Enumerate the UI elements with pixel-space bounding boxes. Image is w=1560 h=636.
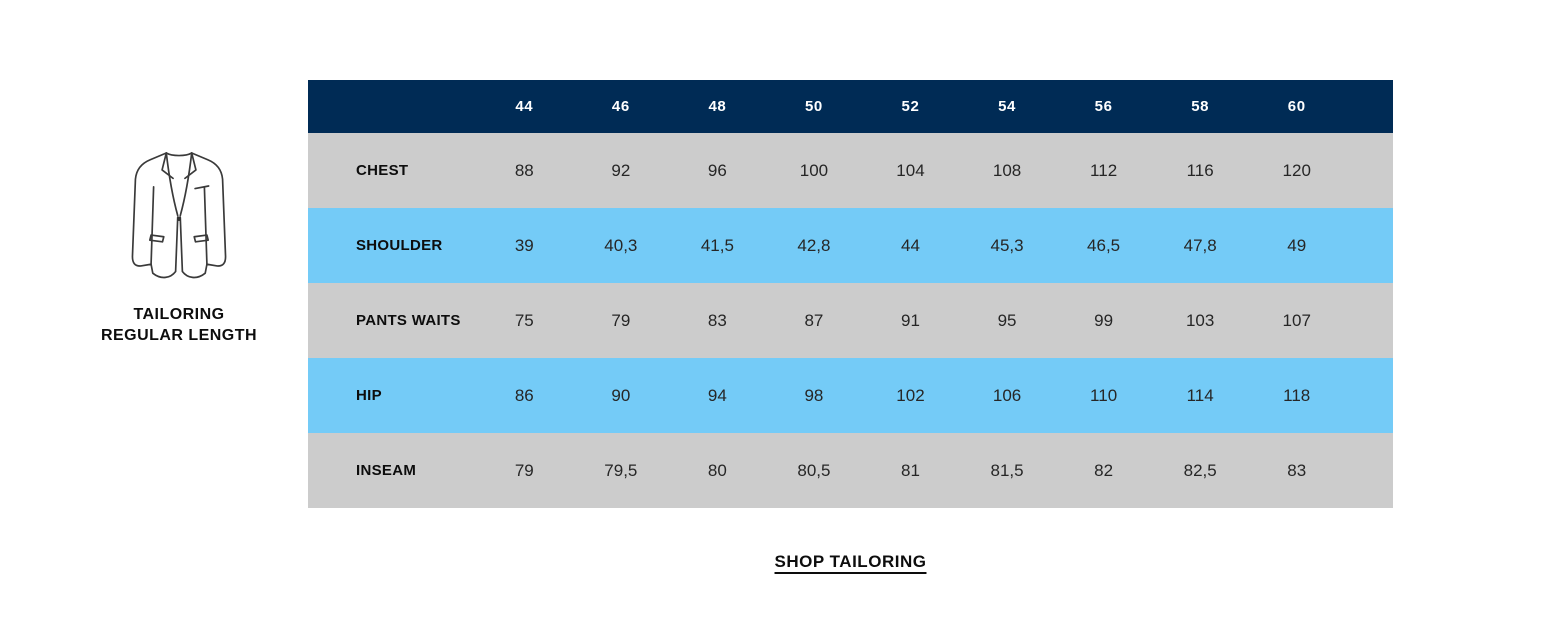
row-label: SHOULDER: [356, 237, 443, 254]
table-row-shoulder: SHOULDER 39 40,3 41,5 42,8 44 45,3 46,5 …: [308, 208, 1393, 283]
size-header-54: 54: [998, 98, 1016, 115]
table-row-hip: HIP 86 90 94 98 102 106 110 114 118: [308, 358, 1393, 433]
size-header-44: 44: [515, 98, 534, 115]
size-value: 92: [611, 160, 631, 180]
size-value: 86: [514, 385, 534, 405]
shop-tailoring-link[interactable]: SHOP TAILORING: [774, 552, 927, 571]
row-label: INSEAM: [356, 462, 417, 479]
row-label: PANTS WAITS: [356, 312, 461, 329]
size-value: 98: [804, 385, 824, 405]
size-table: 44 46 48 50 52 54 56 58 60 CHEST 88 92 9…: [308, 80, 1393, 508]
size-value: 94: [707, 385, 727, 405]
figure-caption: TAILORING REGULAR LENGTH: [89, 304, 269, 346]
size-value: 99: [1094, 310, 1114, 330]
size-value: 41,5: [700, 235, 734, 255]
size-value: 47,8: [1183, 235, 1217, 255]
size-value: 49: [1287, 235, 1307, 255]
figure-caption-line1: TAILORING: [133, 306, 225, 323]
size-value: 112: [1090, 160, 1118, 180]
size-value: 75: [514, 310, 534, 330]
size-value: 114: [1186, 385, 1214, 405]
size-value: 79,5: [604, 460, 638, 480]
size-value: 82: [1094, 460, 1114, 480]
size-value: 90: [611, 385, 631, 405]
size-table-header: 44 46 48 50 52 54 56 58 60: [308, 80, 1393, 133]
size-header-52: 52: [901, 98, 920, 115]
size-value: 96: [707, 160, 727, 180]
size-value: 108: [992, 160, 1022, 180]
size-value: 87: [804, 310, 824, 330]
size-value: 81,5: [990, 460, 1024, 480]
size-value: 42,8: [797, 235, 831, 255]
size-value: 44: [901, 235, 920, 255]
size-value: 80: [707, 460, 727, 480]
size-value: 102: [896, 385, 925, 405]
size-value: 107: [1282, 310, 1311, 330]
figure-caption-line2: REGULAR LENGTH: [100, 327, 258, 344]
size-value: 79: [514, 460, 534, 480]
size-value: 106: [992, 385, 1022, 405]
size-value: 120: [1282, 160, 1311, 180]
size-value: 95: [997, 310, 1017, 330]
size-value: 83: [1287, 460, 1307, 480]
size-value: 83: [707, 310, 727, 330]
footer: SHOP TAILORING: [308, 552, 1393, 572]
size-value: 104: [896, 160, 925, 180]
size-value: 80,5: [797, 460, 831, 480]
table-row-inseam: INSEAM 79 79,5 80 80,5 81 81,5 82 82,5 8…: [308, 433, 1393, 508]
size-header-50: 50: [804, 98, 823, 115]
size-header-58: 58: [1191, 98, 1210, 115]
size-header-46: 46: [611, 98, 630, 115]
size-header-60: 60: [1287, 98, 1306, 115]
size-value: 103: [1185, 310, 1215, 330]
size-header-56: 56: [1094, 98, 1113, 115]
blazer-icon: [89, 146, 269, 292]
size-value: 82,5: [1183, 460, 1217, 480]
size-value: 118: [1283, 385, 1311, 405]
size-value: 88: [514, 160, 534, 180]
size-value: 81: [901, 460, 920, 480]
size-value: 79: [611, 310, 631, 330]
size-value: 40,3: [604, 235, 638, 255]
size-value: 110: [1090, 385, 1118, 405]
size-header-48: 48: [708, 98, 727, 115]
size-value: 100: [799, 160, 829, 180]
size-value: 39: [514, 235, 534, 255]
size-value: 91: [901, 310, 920, 330]
size-value: 116: [1186, 160, 1214, 180]
table-row-pants-waits: PANTS WAITS 75 79 83 87 91 95 99 103 107: [308, 283, 1393, 358]
row-label: CHEST: [356, 162, 409, 179]
row-label: HIP: [356, 387, 382, 404]
size-value: 45,3: [990, 235, 1024, 255]
table-row-chest: CHEST 88 92 96 100 104 108 112 116 120: [308, 133, 1393, 208]
size-value: 46,5: [1087, 235, 1121, 255]
tailoring-figure: TAILORING REGULAR LENGTH: [89, 146, 269, 346]
